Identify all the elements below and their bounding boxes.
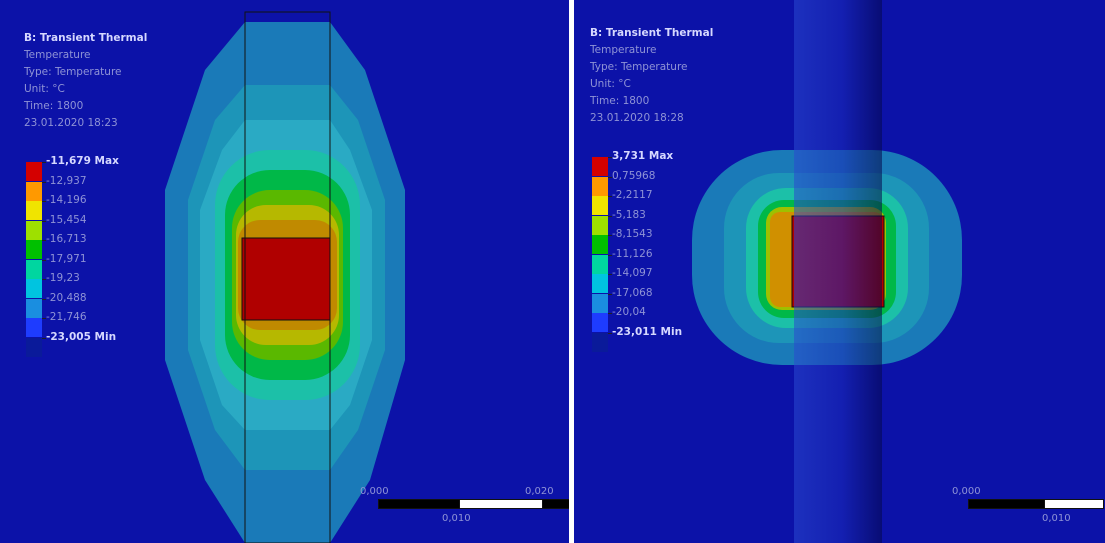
legend-swatch — [592, 157, 608, 176]
left-temperature-contour-plot — [165, 11, 405, 543]
legend-swatch — [592, 215, 608, 235]
legend-label: -14,196 — [46, 194, 87, 206]
legend-swatch — [592, 332, 608, 352]
legend-tick — [42, 201, 46, 202]
result-quantity: Temperature — [590, 44, 657, 56]
right-scale-bar: 0,000 0,010 — [952, 486, 1105, 526]
legend-tick — [42, 298, 46, 300]
legend-tick — [42, 162, 46, 163]
legend-label: -11,126 — [612, 247, 653, 260]
legend-tick — [608, 254, 612, 256]
result-title: B: Transient Thermal — [24, 32, 148, 44]
scale-mid-label: 0,010 — [1042, 513, 1071, 524]
legend-label: -19,23 — [46, 272, 80, 284]
legend-tick — [608, 176, 612, 178]
legend-swatch — [26, 279, 42, 298]
right-color-legend: 3,731 Max 0,75968 -2,2117 -5,183 -8,1543 -11,… — [592, 150, 712, 352]
legend-swatch — [26, 181, 42, 201]
result-time: Time: 1800 — [24, 100, 84, 112]
legend-swatch — [592, 235, 608, 254]
legend-swatch — [592, 293, 608, 313]
legend-label: -20,488 — [46, 291, 87, 304]
legend-swatch — [26, 298, 42, 318]
legend-label: -21,746 — [46, 311, 87, 323]
legend-tick — [608, 293, 612, 295]
legend-tick — [608, 313, 612, 314]
legend-label: -8,1543 — [612, 228, 653, 240]
vertical-pillar — [794, 0, 882, 543]
scale-start-label: 0,000 — [952, 486, 981, 497]
result-type: Type: Temperature — [590, 61, 688, 73]
legend-tick — [42, 318, 46, 319]
legend-label: -17,068 — [612, 286, 653, 299]
legend-label: -5,183 — [612, 208, 646, 221]
legend-label: -23,011 Min — [612, 325, 683, 338]
legend-label: -17,971 — [46, 252, 87, 265]
legend-swatch — [26, 162, 42, 181]
legend-label: -11,679 Max — [46, 155, 119, 167]
legend-swatch — [592, 274, 608, 293]
legend-tick — [608, 215, 612, 217]
scale-start-label: 0,000 — [360, 486, 389, 497]
legend-swatch — [26, 259, 42, 279]
legend-label: -20,04 — [612, 306, 646, 318]
legend-tick — [42, 279, 46, 280]
result-time: Time: 1800 — [590, 95, 650, 107]
core-outline — [241, 237, 331, 321]
legend-swatch — [592, 176, 608, 196]
legend-label: 3,731 Max — [612, 150, 674, 162]
legend-tick — [608, 235, 612, 236]
legend-tick — [42, 240, 46, 241]
legend-swatch — [592, 196, 608, 215]
legend-label: -14,097 — [612, 267, 653, 279]
legend-label: -23,005 Min — [46, 330, 117, 343]
legend-tick — [42, 337, 46, 339]
legend-swatch — [26, 201, 42, 220]
legend-tick — [42, 220, 46, 222]
legend-swatch — [26, 318, 42, 337]
legend-tick — [608, 332, 612, 334]
right-result-info: B: Transient Thermal Temperature Type: T… — [590, 25, 713, 127]
right-temperature-contour-plot — [692, 0, 962, 543]
left-color-legend: -11,679 Max -12,937 -14,196 -15,454 -16,713 -… — [26, 155, 146, 357]
right-result-viewport[interactable]: B: Transient Thermal Temperature Type: T… — [574, 0, 1105, 543]
legend-swatch — [592, 313, 608, 332]
legend-swatch — [592, 254, 608, 274]
left-result-viewport[interactable]: B: Transient Thermal Temperature Type: T… — [0, 0, 569, 543]
legend-swatch — [26, 337, 42, 357]
legend-label: -16,713 — [46, 233, 87, 245]
scale-segment-2 — [1044, 499, 1104, 509]
scale-segment-1 — [378, 499, 460, 509]
result-title: B: Transient Thermal — [590, 27, 714, 39]
scale-segment-2 — [459, 499, 543, 509]
legend-swatch — [26, 220, 42, 240]
legend-label: -12,937 — [46, 174, 87, 187]
legend-tick — [42, 181, 46, 183]
scale-segment-1 — [968, 499, 1045, 509]
scale-mid-label: 0,010 — [442, 513, 471, 524]
legend-tick — [42, 259, 46, 261]
scale-end-label: 0,020 — [525, 486, 554, 497]
legend-label: -15,454 — [46, 213, 87, 226]
result-unit: Unit: °C — [24, 83, 65, 95]
result-quantity: Temperature — [24, 49, 91, 61]
scale-segment-3 — [542, 499, 569, 509]
legend-label: -2,2117 — [612, 189, 653, 201]
result-date: 23.01.2020 18:28 — [590, 112, 684, 124]
legend-label: 0,75968 — [612, 169, 656, 182]
result-unit: Unit: °C — [590, 78, 631, 90]
legend-tick — [608, 274, 612, 275]
legend-tick — [608, 196, 612, 197]
legend-swatch — [26, 240, 42, 259]
result-date: 23.01.2020 18:23 — [24, 117, 118, 129]
result-type: Type: Temperature — [24, 66, 122, 78]
hot-core — [242, 238, 330, 320]
legend-tick — [608, 157, 612, 158]
left-result-info: B: Transient Thermal Temperature Type: T… — [24, 30, 147, 132]
left-scale-bar: 0,000 0,020 0,010 — [360, 486, 569, 526]
